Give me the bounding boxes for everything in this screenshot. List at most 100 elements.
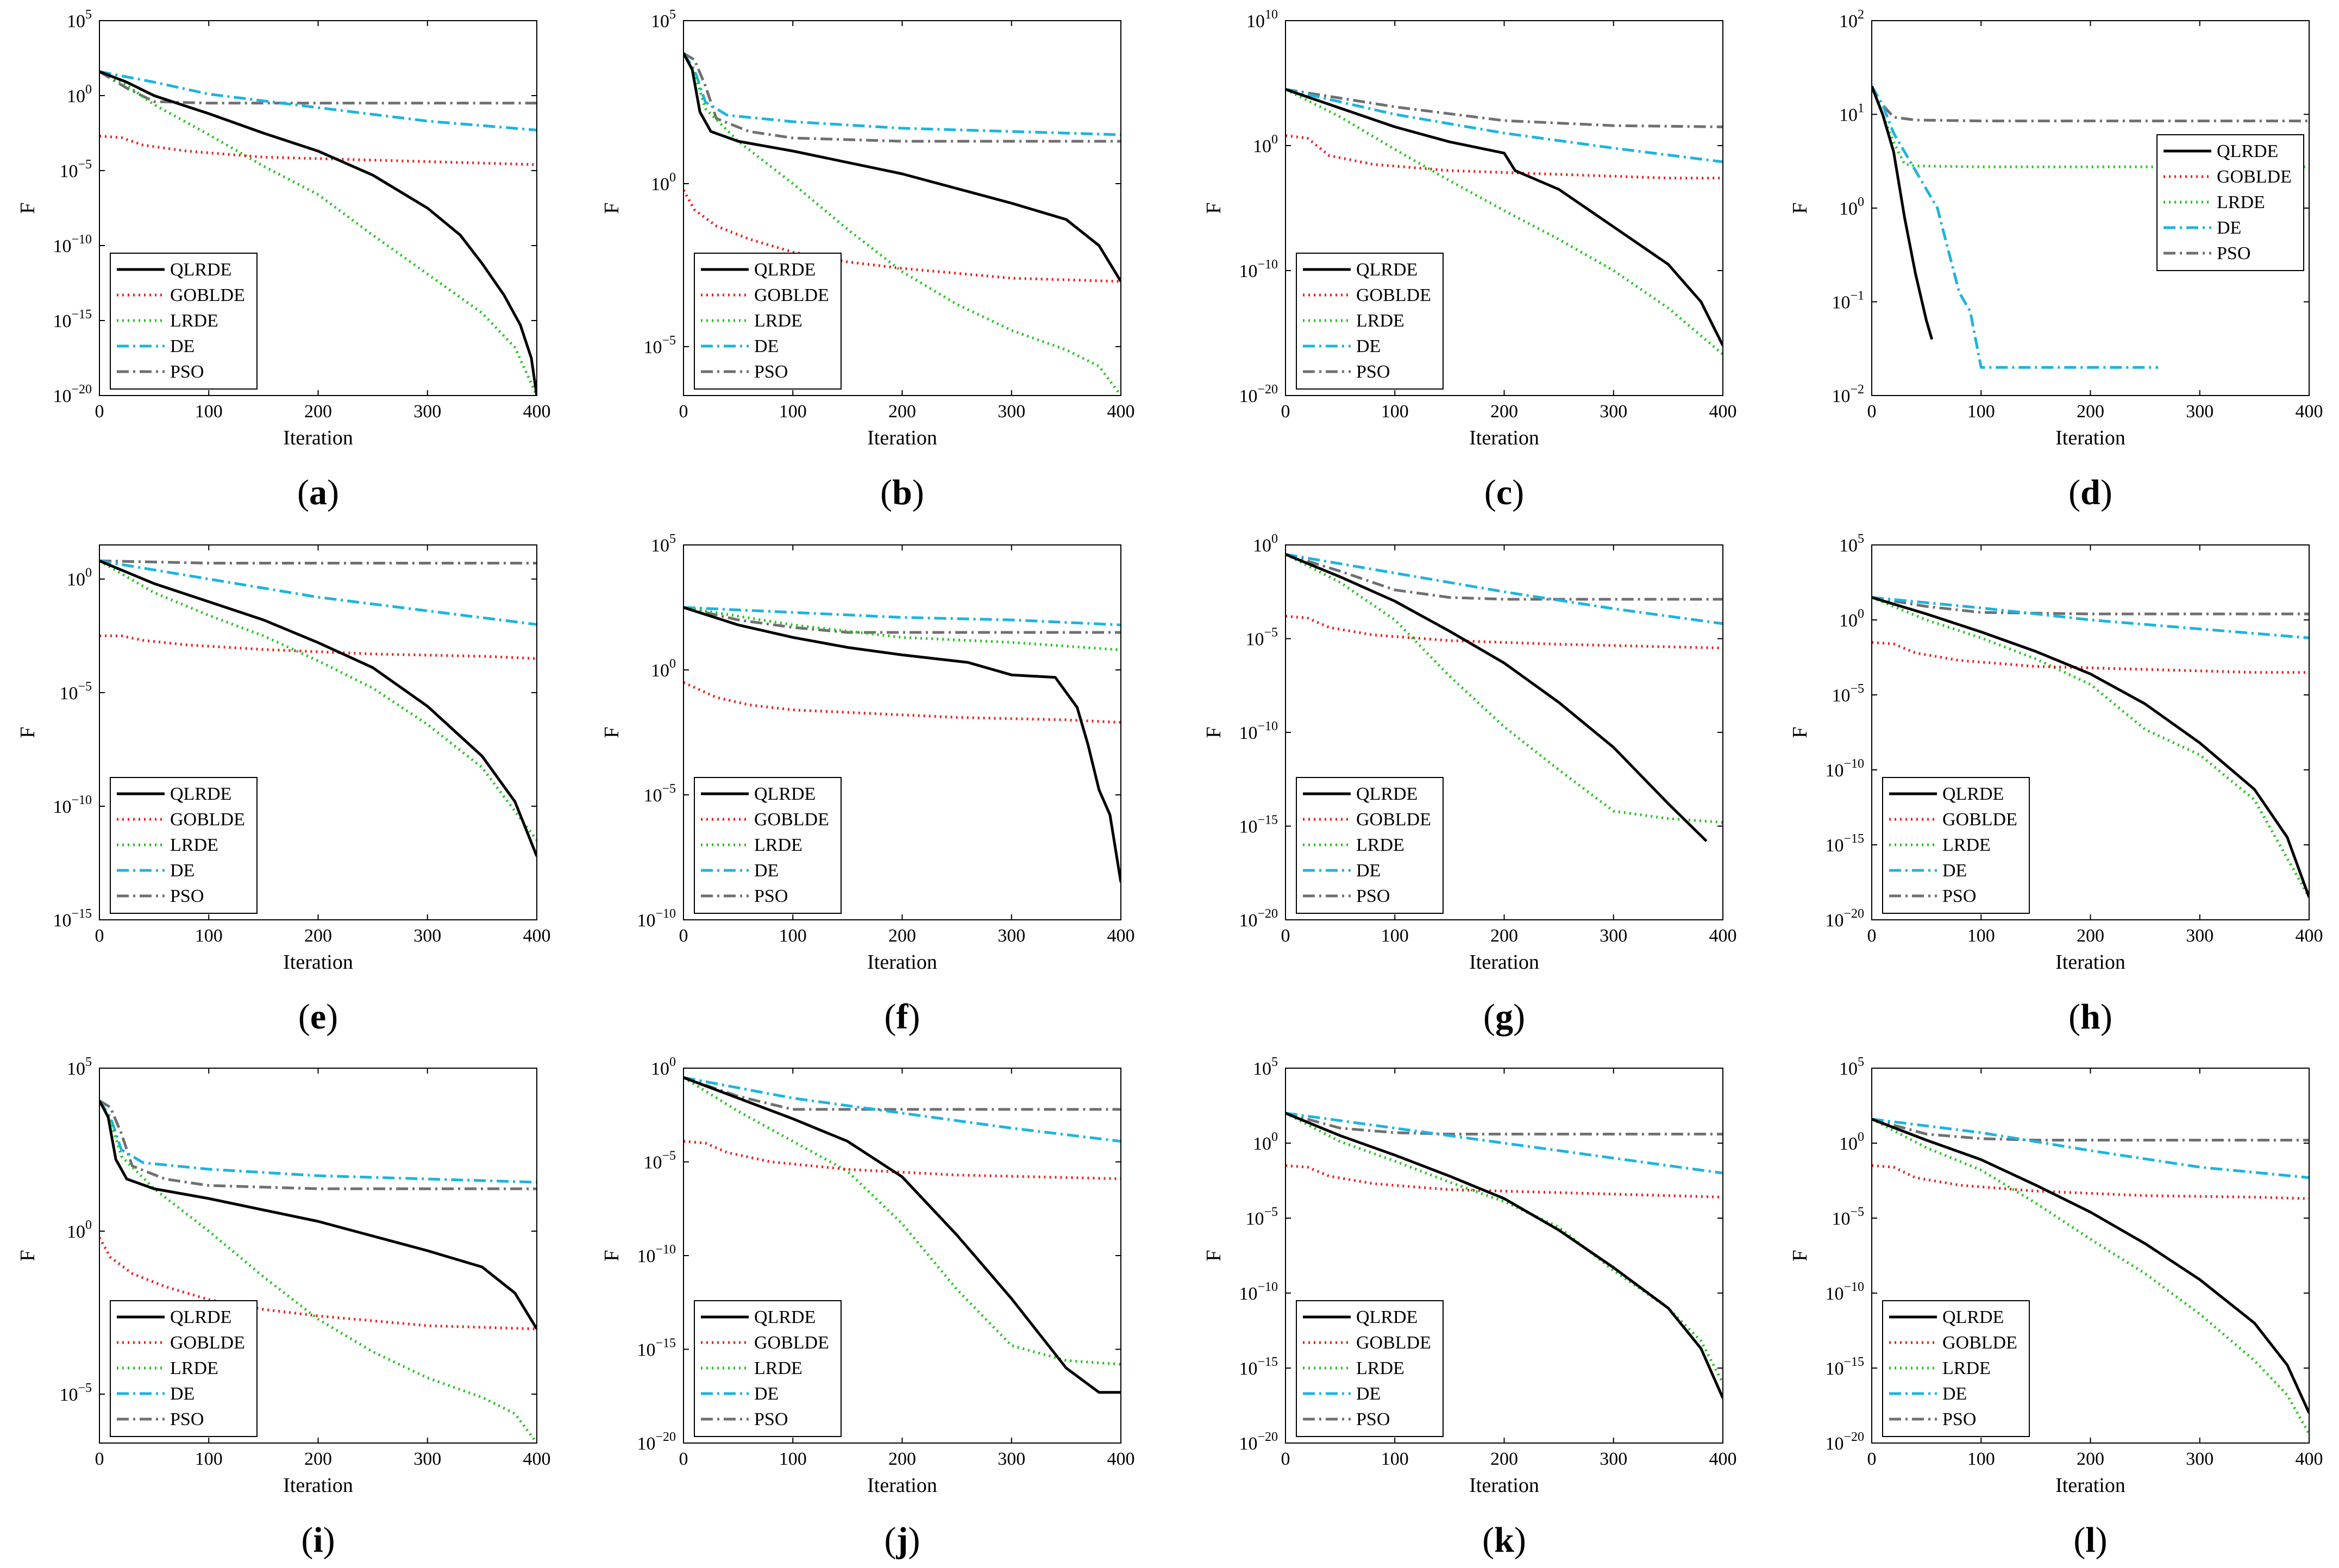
y-tick-label: 10−10 [53, 793, 92, 817]
x-tick-label: 100 [1967, 926, 1995, 946]
x-tick-label: 0 [1867, 402, 1877, 422]
legend-label-pso: PSO [170, 886, 204, 906]
legend-label-pso: PSO [1942, 1409, 1976, 1429]
x-tick-label: 300 [998, 402, 1025, 422]
x-tick-label: 0 [95, 926, 104, 946]
legend-label-de: DE [170, 1384, 195, 1404]
legend-label-qlrde: QLRDE [1356, 1307, 1418, 1327]
x-tick-label: 100 [779, 1449, 807, 1469]
y-tick-label: 105 [1253, 1055, 1278, 1079]
y-tick-label: 100 [67, 83, 92, 106]
x-tick-label: 100 [1381, 1449, 1409, 1469]
legend-label-lrde: LRDE [754, 835, 802, 855]
x-tick-label: 200 [1490, 1449, 1518, 1469]
y-axis-label: F [1789, 726, 1811, 738]
y-tick-label: 10−10 [1825, 1280, 1864, 1304]
panel-i: 0 100 200 300 400 10−5 100 105 Iteration F QLRDE GO… [16, 1055, 551, 1560]
x-tick-label: 200 [888, 926, 916, 946]
series-line-pso [1285, 1112, 1723, 1136]
y-tick-label: 10−5 [1832, 682, 1864, 706]
y-axis-label: F [600, 726, 623, 738]
series-line-de [1285, 1112, 1723, 1175]
x-tick-label: 400 [1709, 1449, 1737, 1469]
y-tick-label: 10−5 [59, 158, 92, 181]
x-tick-label: 200 [2077, 926, 2104, 946]
y-axis-label: F [16, 1250, 39, 1261]
panel-label: (a) [297, 473, 339, 512]
x-tick-label: 0 [1867, 926, 1877, 946]
x-tick-label: 100 [195, 926, 223, 946]
x-tick-label: 200 [304, 402, 332, 422]
x-tick-label: 300 [2186, 1449, 2213, 1469]
y-axis-label: F [600, 1250, 623, 1261]
x-tick-label: 200 [1490, 402, 1518, 422]
series-line-de [683, 52, 1121, 136]
x-tick-label: 100 [779, 402, 807, 422]
legend-label-goblde: GOBLDE [2217, 167, 2292, 187]
series-line-qlrde [683, 606, 1121, 883]
legend-label-pso: PSO [1942, 886, 1976, 906]
series-line-de [683, 1076, 1121, 1143]
panel-label: (b) [880, 473, 924, 512]
x-axis-label: Iteration [1469, 951, 1539, 974]
y-tick-label: 100 [1839, 195, 1864, 219]
y-tick-label: 10−1 [1832, 289, 1864, 313]
x-tick-label: 400 [523, 926, 551, 946]
x-tick-label: 0 [1867, 1449, 1877, 1469]
legend-label-lrde: LRDE [170, 311, 218, 331]
panel-g: 0 100 200 300 400 10−20 10−15 10−10 10−5 100 Itera… [1202, 532, 1737, 1037]
panel-l: 0 100 200 300 400 10−20 10−15 10−10 10−5 100 105 It… [1789, 1055, 2323, 1560]
x-tick-label: 100 [195, 402, 223, 422]
panel-f: 0 100 200 300 400 10−10 10−5 100 105 Iteration F QL… [600, 532, 1135, 1037]
legend-label-goblde: GOBLDE [754, 285, 829, 305]
y-tick-label: 10−10 [637, 1243, 676, 1266]
legend-label-goblde: GOBLDE [170, 1333, 245, 1353]
y-tick-label: 105 [67, 8, 92, 32]
legend-label-goblde: GOBLDE [170, 285, 245, 305]
series-line-goblde [1285, 1164, 1723, 1199]
x-tick-label: 400 [523, 402, 551, 422]
series-line-lrde [1872, 1118, 2309, 1435]
legend-label-de: DE [754, 1384, 779, 1404]
x-tick-label: 100 [195, 1449, 223, 1469]
legend-label-qlrde: QLRDE [754, 1307, 816, 1327]
y-tick-label: 10−10 [53, 233, 92, 256]
panel-label: (d) [2068, 473, 2112, 512]
legend-label-de: DE [1356, 1384, 1381, 1404]
y-tick-label: 10−15 [1825, 1355, 1864, 1379]
x-tick-label: 100 [1967, 402, 1995, 422]
legend: QLRDE GOBLDE LRDE DE PSO [1882, 1300, 2030, 1437]
series-group [1872, 1118, 2309, 1435]
series-line-de [683, 606, 1121, 626]
y-tick-label: 105 [1839, 1055, 1864, 1079]
y-tick-label: 105 [67, 1055, 92, 1079]
series-group [1285, 1112, 1723, 1399]
panel-label: (c) [1484, 473, 1524, 512]
y-tick-label: 101 [1839, 102, 1864, 126]
y-tick-label: 10−5 [643, 1149, 676, 1173]
x-tick-label: 0 [679, 402, 688, 422]
panel-label: (h) [2068, 997, 2112, 1037]
series-line-lrde [99, 70, 537, 396]
series-line-pso [99, 70, 537, 105]
series-group [1285, 88, 1723, 356]
series-line-qlrde [683, 52, 1121, 283]
y-axis-label: F [1789, 202, 1811, 214]
y-tick-label: 100 [651, 171, 676, 195]
legend-label-lrde: LRDE [754, 1358, 802, 1378]
legend-label-qlrde: QLRDE [1356, 260, 1418, 280]
x-tick-label: 300 [1600, 402, 1627, 422]
series-group [683, 1076, 1121, 1394]
x-tick-label: 0 [1281, 1449, 1290, 1469]
y-axis-label: F [1202, 1250, 1225, 1261]
y-tick-label: 105 [651, 532, 676, 556]
y-tick-label: 100 [67, 1218, 92, 1242]
legend-label-de: DE [754, 861, 779, 881]
series-line-de [1872, 85, 2159, 369]
x-tick-label: 300 [1600, 1449, 1627, 1469]
series-line-pso [683, 606, 1121, 634]
y-tick-label: 10−15 [1239, 1355, 1278, 1379]
y-axis-label: F [1789, 1250, 1811, 1261]
y-tick-label: 100 [1253, 133, 1278, 156]
legend-label-qlrde: QLRDE [1356, 784, 1418, 804]
